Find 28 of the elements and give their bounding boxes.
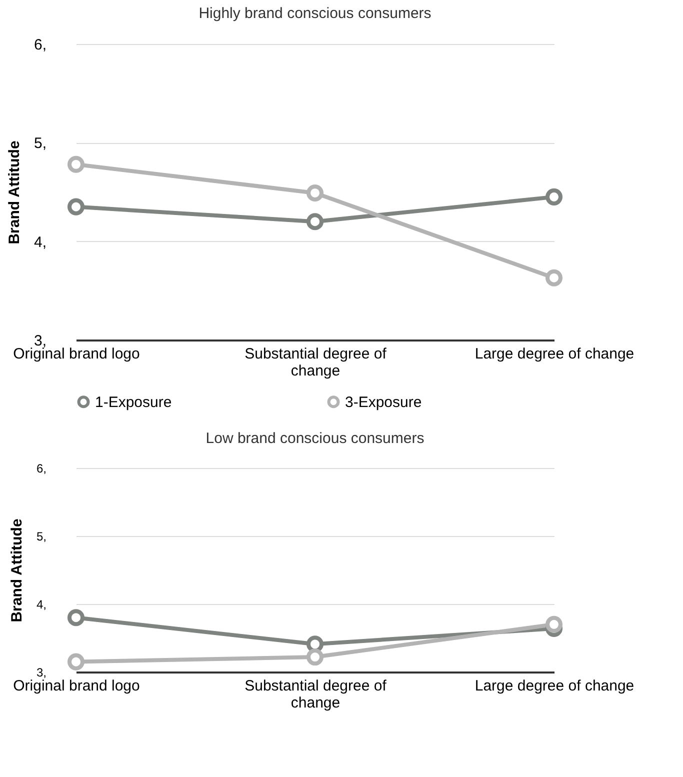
legend-label: 1-Exposure bbox=[95, 394, 172, 411]
x-tick-label: Large degree of change bbox=[474, 678, 634, 694]
y-axis-title: Brand Attitude bbox=[6, 140, 23, 244]
legend-label: 3-Exposure bbox=[345, 394, 422, 411]
y-tick-label: 5, bbox=[34, 135, 46, 152]
point bbox=[545, 188, 563, 206]
y-tick-label: 4, bbox=[34, 234, 46, 251]
y-tick-label: 3, bbox=[36, 666, 46, 680]
y-tick-label: 6, bbox=[36, 462, 46, 476]
point bbox=[306, 184, 324, 202]
point bbox=[545, 269, 563, 286]
point bbox=[306, 213, 324, 230]
y-axis-title: Brand Attitude bbox=[8, 518, 26, 622]
y-tick-label: 4, bbox=[36, 598, 46, 612]
y-tick-label: 5, bbox=[36, 530, 46, 544]
x-tick-label: Substantial degree of change bbox=[244, 678, 388, 712]
point bbox=[67, 609, 85, 626]
chart-title: Highly brand conscious consumers bbox=[198, 5, 432, 22]
x-tick-label: Large degree of change bbox=[474, 346, 634, 362]
point bbox=[545, 616, 563, 633]
x-tick-label: Original brand logo bbox=[13, 678, 140, 694]
chart-title: Low brand conscious consumers bbox=[206, 430, 424, 447]
point bbox=[67, 653, 85, 670]
x-tick-label: Substantial degree of change bbox=[244, 346, 388, 380]
point bbox=[67, 156, 85, 173]
point bbox=[306, 648, 324, 666]
y-tick-label: 6, bbox=[34, 36, 46, 54]
point bbox=[67, 198, 85, 216]
